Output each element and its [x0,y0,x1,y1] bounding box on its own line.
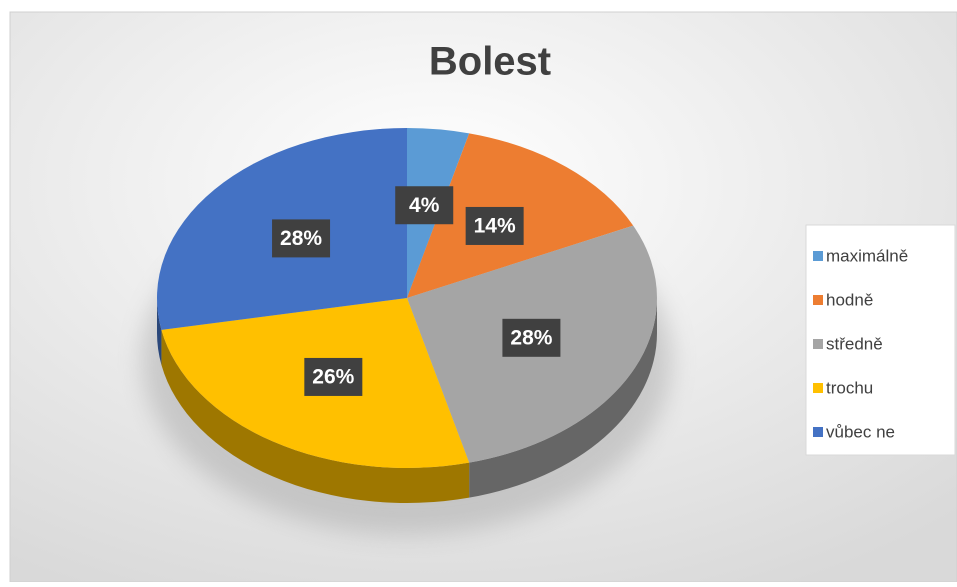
slice-side [161,329,470,504]
slice-side [157,298,162,365]
legend-label: maximálně [826,246,908,265]
data-label-box [304,357,363,396]
chart-title: Bolest [429,40,551,84]
data-label: 28% [280,227,322,250]
data-label-box [502,318,561,357]
legend-label: hodně [826,290,873,309]
data-label: 28% [510,326,552,349]
data-label: 14% [474,215,516,238]
data-label-box [272,219,331,258]
legend-label: vůbec ne [826,422,895,441]
legend-swatch [813,251,823,261]
legend-swatch [813,339,823,349]
legend-label: středně [826,334,883,353]
legend-swatch [813,295,823,305]
data-label-box [465,206,524,245]
data-label-box [395,186,454,225]
legend-label: trochu [826,378,873,397]
legend-swatch [813,427,823,437]
slice-side [469,298,657,498]
data-label: 4% [409,194,440,217]
data-label: 26% [312,365,354,388]
legend [805,224,956,456]
legend-swatch [813,383,823,393]
